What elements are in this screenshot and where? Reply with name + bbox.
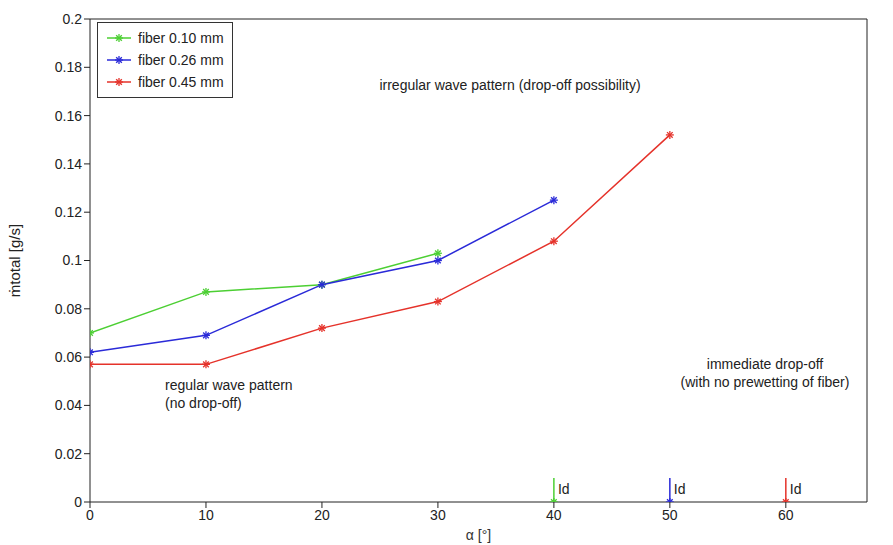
svg-text:0.2: 0.2 xyxy=(63,11,83,27)
svg-text:50: 50 xyxy=(662,507,678,523)
svg-text:10: 10 xyxy=(198,507,214,523)
svg-text:40: 40 xyxy=(546,507,562,523)
html-text:(with no prewetting of fiber): (with no prewetting of fiber) xyxy=(680,374,850,390)
svg-text:0.16: 0.16 xyxy=(55,108,82,124)
html-text:fiber 0.26 mm: fiber 0.26 mm xyxy=(138,52,224,68)
svg-text:0.14: 0.14 xyxy=(55,156,82,172)
html-text:immediate drop-off: immediate drop-off xyxy=(706,356,824,372)
svg-text:0.06: 0.06 xyxy=(55,349,82,365)
svg-text:Id: Id xyxy=(790,481,802,497)
svg-text:0: 0 xyxy=(74,494,82,510)
svg-text:30: 30 xyxy=(430,507,446,523)
html-text:irregular wave pattern (drop-o: irregular wave pattern (drop-off possibi… xyxy=(379,77,641,93)
html-text:(no drop-off): (no drop-off) xyxy=(165,395,242,411)
svg-text:60: 60 xyxy=(778,507,794,523)
svg-text:Id: Id xyxy=(558,481,570,497)
svg-text:0.02: 0.02 xyxy=(55,446,82,462)
svg-text:0: 0 xyxy=(86,507,94,523)
html-text:fiber 0.45 mm: fiber 0.45 mm xyxy=(138,74,224,90)
svg-text:ṁtotal [g/s]: ṁtotal [g/s] xyxy=(6,224,23,297)
html-text:fiber 0.10 mm: fiber 0.10 mm xyxy=(138,30,224,46)
svg-text:0.1: 0.1 xyxy=(63,252,83,268)
svg-text:α [°]: α [°] xyxy=(466,527,491,543)
svg-text:0.04: 0.04 xyxy=(55,397,82,413)
svg-text:0.08: 0.08 xyxy=(55,301,82,317)
html-text:regular wave pattern: regular wave pattern xyxy=(165,377,293,393)
svg-text:0.18: 0.18 xyxy=(55,59,82,75)
svg-text:Id: Id xyxy=(674,481,686,497)
svg-text:20: 20 xyxy=(314,507,330,523)
svg-text:0.12: 0.12 xyxy=(55,204,82,220)
